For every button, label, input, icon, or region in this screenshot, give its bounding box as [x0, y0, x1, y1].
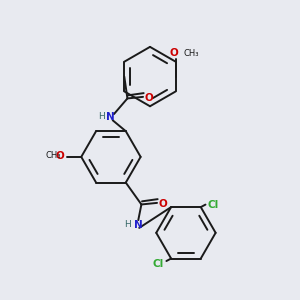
Text: O: O [159, 200, 167, 209]
Text: Cl: Cl [152, 259, 163, 269]
Text: O: O [170, 48, 178, 59]
Text: O: O [145, 93, 153, 103]
Text: Cl: Cl [208, 200, 219, 210]
Text: CH₃: CH₃ [184, 49, 199, 58]
Text: CH₃: CH₃ [45, 152, 61, 160]
Text: H: H [98, 112, 105, 121]
Text: H: H [124, 220, 131, 229]
Text: N: N [106, 112, 115, 122]
Text: O: O [55, 151, 64, 161]
Text: N: N [134, 220, 143, 230]
